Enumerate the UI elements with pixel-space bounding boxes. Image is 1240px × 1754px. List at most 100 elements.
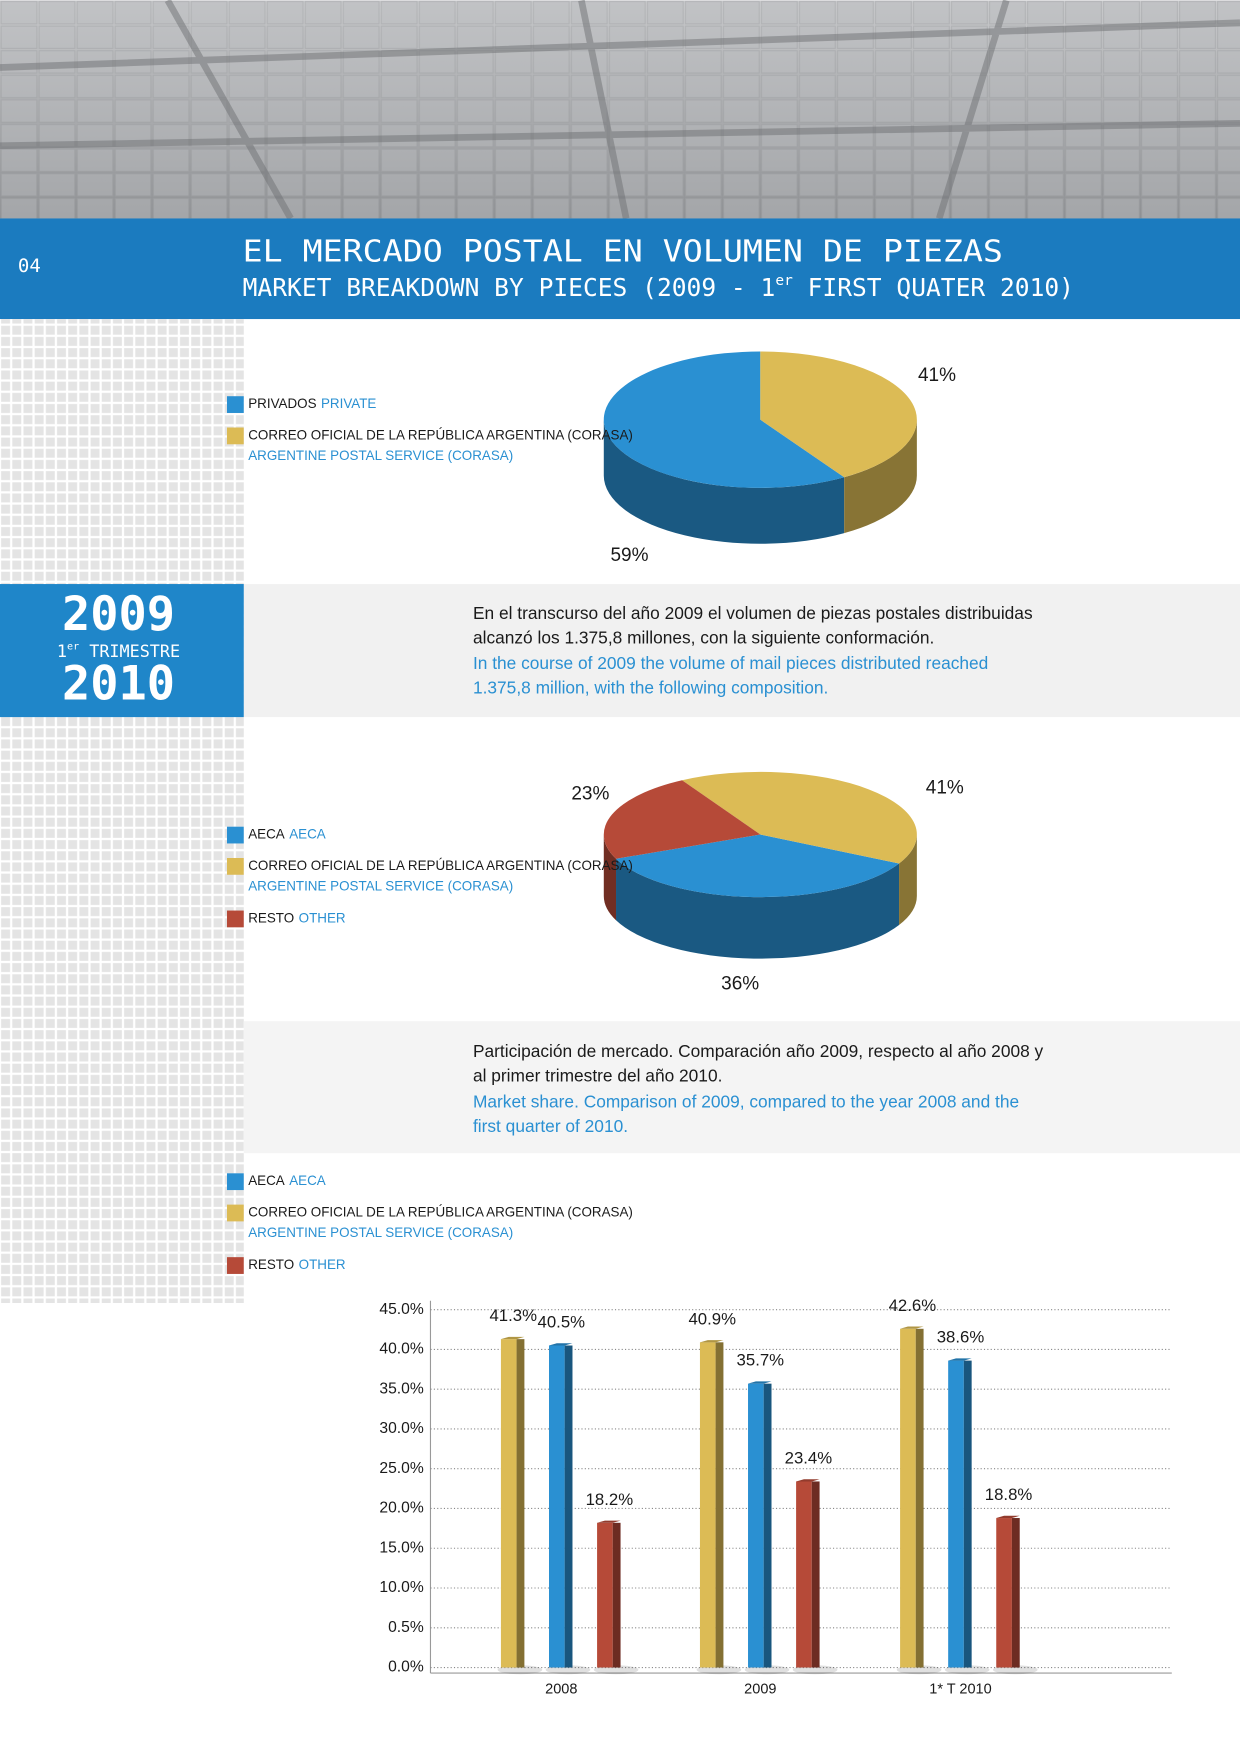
page-number: 04 xyxy=(18,255,41,277)
y-tick-label: 0.5% xyxy=(388,1619,424,1636)
legend-label-en: ARGENTINE POSTAL SERVICE (CORASA) xyxy=(248,448,513,463)
title: EL MERCADO POSTAL EN VOLUMEN DE PIEZAS xyxy=(243,235,1003,270)
year: 2010 xyxy=(62,656,175,711)
quarter-part: TRIMESTRE xyxy=(79,641,180,661)
bar-side xyxy=(811,1481,820,1668)
subtitle-part: MARKET BREAKDOWN BY PIECES (2009 - 1 xyxy=(243,273,776,302)
legend-label: CORREO OFICIAL DE LA REPÚBLICA ARGENTINA… xyxy=(248,427,633,442)
bar-label: 40.5% xyxy=(538,1313,586,1332)
intro-box xyxy=(243,1021,1240,1154)
pie-side xyxy=(603,834,617,921)
legend-es: RESTO xyxy=(248,910,294,925)
legend-en: AECA xyxy=(289,1173,326,1188)
quarter-sup: er xyxy=(67,642,79,653)
intro-box xyxy=(243,584,1240,718)
bar-label: 23.4% xyxy=(785,1449,833,1468)
pie-slice xyxy=(760,351,917,478)
bar-side xyxy=(963,1360,972,1668)
legend-swatch xyxy=(226,427,244,445)
bar-side xyxy=(715,1342,724,1668)
bar xyxy=(948,1360,964,1668)
legend-es: CORREO OFICIAL DE LA REPÚBLICA ARGENTINA… xyxy=(248,427,633,442)
text-es: al primer trimestre del año 2010. xyxy=(473,1066,722,1086)
y-tick-label: 25.0% xyxy=(379,1460,423,1477)
bar xyxy=(900,1328,916,1668)
pie-slice xyxy=(603,780,761,859)
legend-label: RESTO OTHER xyxy=(248,910,346,925)
legend-label: CORREO OFICIAL DE LA REPÚBLICA ARGENTINA… xyxy=(248,1204,633,1219)
bar-label: 18.8% xyxy=(985,1485,1033,1504)
x-tick-label: 1* T 2010 xyxy=(929,1682,991,1698)
bar xyxy=(597,1522,613,1668)
bar-side xyxy=(1011,1518,1020,1668)
pie-slice xyxy=(616,834,900,898)
text-en: In the course of 2009 the volume of mail… xyxy=(473,653,988,673)
bar-top xyxy=(748,1381,772,1384)
y-tick-label: 40.0% xyxy=(379,1341,423,1358)
legend-label-en: ARGENTINE POSTAL SERVICE (CORASA) xyxy=(248,879,513,894)
text-en: Market share. Comparison of 2009, compar… xyxy=(473,1091,1019,1111)
bar-side xyxy=(915,1328,924,1668)
bar-side xyxy=(763,1383,772,1668)
text-es: alcanzó los 1.375,8 millones, con la sig… xyxy=(473,627,934,647)
bar-top xyxy=(548,1343,573,1346)
bar-label: 41.3% xyxy=(489,1306,537,1325)
pie-label: 23% xyxy=(571,783,609,804)
y-tick-label: 15.0% xyxy=(379,1539,423,1556)
bar xyxy=(699,1342,716,1668)
bar-top xyxy=(796,1479,820,1482)
year-box xyxy=(0,584,244,718)
side-pattern xyxy=(0,319,244,1304)
subtitle-part: FIRST QUATER 2010) xyxy=(793,273,1074,302)
legend-swatch xyxy=(226,1204,244,1222)
legend-label: AECA AECA xyxy=(248,1173,326,1188)
year: 2009 xyxy=(62,587,175,642)
legend-label-en: ARGENTINE POSTAL SERVICE (CORASA) xyxy=(248,1225,513,1240)
pie-slice xyxy=(603,351,845,488)
bar-top xyxy=(996,1515,1020,1519)
bar-side xyxy=(612,1522,621,1668)
bar xyxy=(500,1339,517,1668)
bar xyxy=(996,1518,1012,1668)
subtitle: MARKET BREAKDOWN BY PIECES (2009 - 1er F… xyxy=(243,273,1074,302)
legend-swatch xyxy=(226,826,244,844)
text-en: 1.375,8 million, with the following comp… xyxy=(473,678,828,698)
bar xyxy=(548,1345,565,1668)
text-es: Participación de mercado. Comparación añ… xyxy=(473,1041,1044,1061)
legend-es: CORREO OFICIAL DE LA REPÚBLICA ARGENTINA… xyxy=(248,857,633,872)
quarter-part: 1 xyxy=(57,641,67,661)
bar-side xyxy=(564,1345,573,1668)
bar-label: 42.6% xyxy=(889,1296,937,1315)
bar-label: 38.6% xyxy=(937,1328,985,1347)
title-band xyxy=(0,218,1240,320)
legend-es: RESTO xyxy=(248,1257,294,1272)
pie-label: 41% xyxy=(926,778,964,799)
pie-label: 59% xyxy=(610,545,648,566)
bar-label: 18.2% xyxy=(586,1490,634,1509)
legend-en: OTHER xyxy=(299,910,346,925)
legend-swatch xyxy=(226,1257,244,1274)
legend-swatch xyxy=(226,396,244,413)
pie-side xyxy=(603,419,845,544)
legend-en: PRIVATE xyxy=(321,396,376,411)
bar-top xyxy=(900,1326,924,1329)
bar-top xyxy=(699,1340,724,1343)
subtitle-sup: er xyxy=(775,273,793,289)
legend-swatch xyxy=(226,910,244,928)
pie-label: 36% xyxy=(721,973,759,994)
bar xyxy=(796,1481,812,1668)
pie-label: 41% xyxy=(918,365,956,386)
bar-label: 40.9% xyxy=(688,1309,736,1328)
quarter: 1er TRIMESTRE xyxy=(57,641,180,661)
legend-label: PRIVADOS PRIVATE xyxy=(248,396,376,411)
legend-es: PRIVADOS xyxy=(248,396,316,411)
pie-side xyxy=(616,858,900,959)
y-tick-label: 35.0% xyxy=(379,1380,423,1397)
legend-label: CORREO OFICIAL DE LA REPÚBLICA ARGENTINA… xyxy=(248,857,633,872)
y-tick-label: 20.0% xyxy=(379,1500,423,1517)
legend-label: AECA AECA xyxy=(248,826,326,841)
legend-es: CORREO OFICIAL DE LA REPÚBLICA ARGENTINA… xyxy=(248,1204,633,1219)
pie-slice xyxy=(682,771,917,864)
y-tick-label: 30.0% xyxy=(379,1420,423,1437)
